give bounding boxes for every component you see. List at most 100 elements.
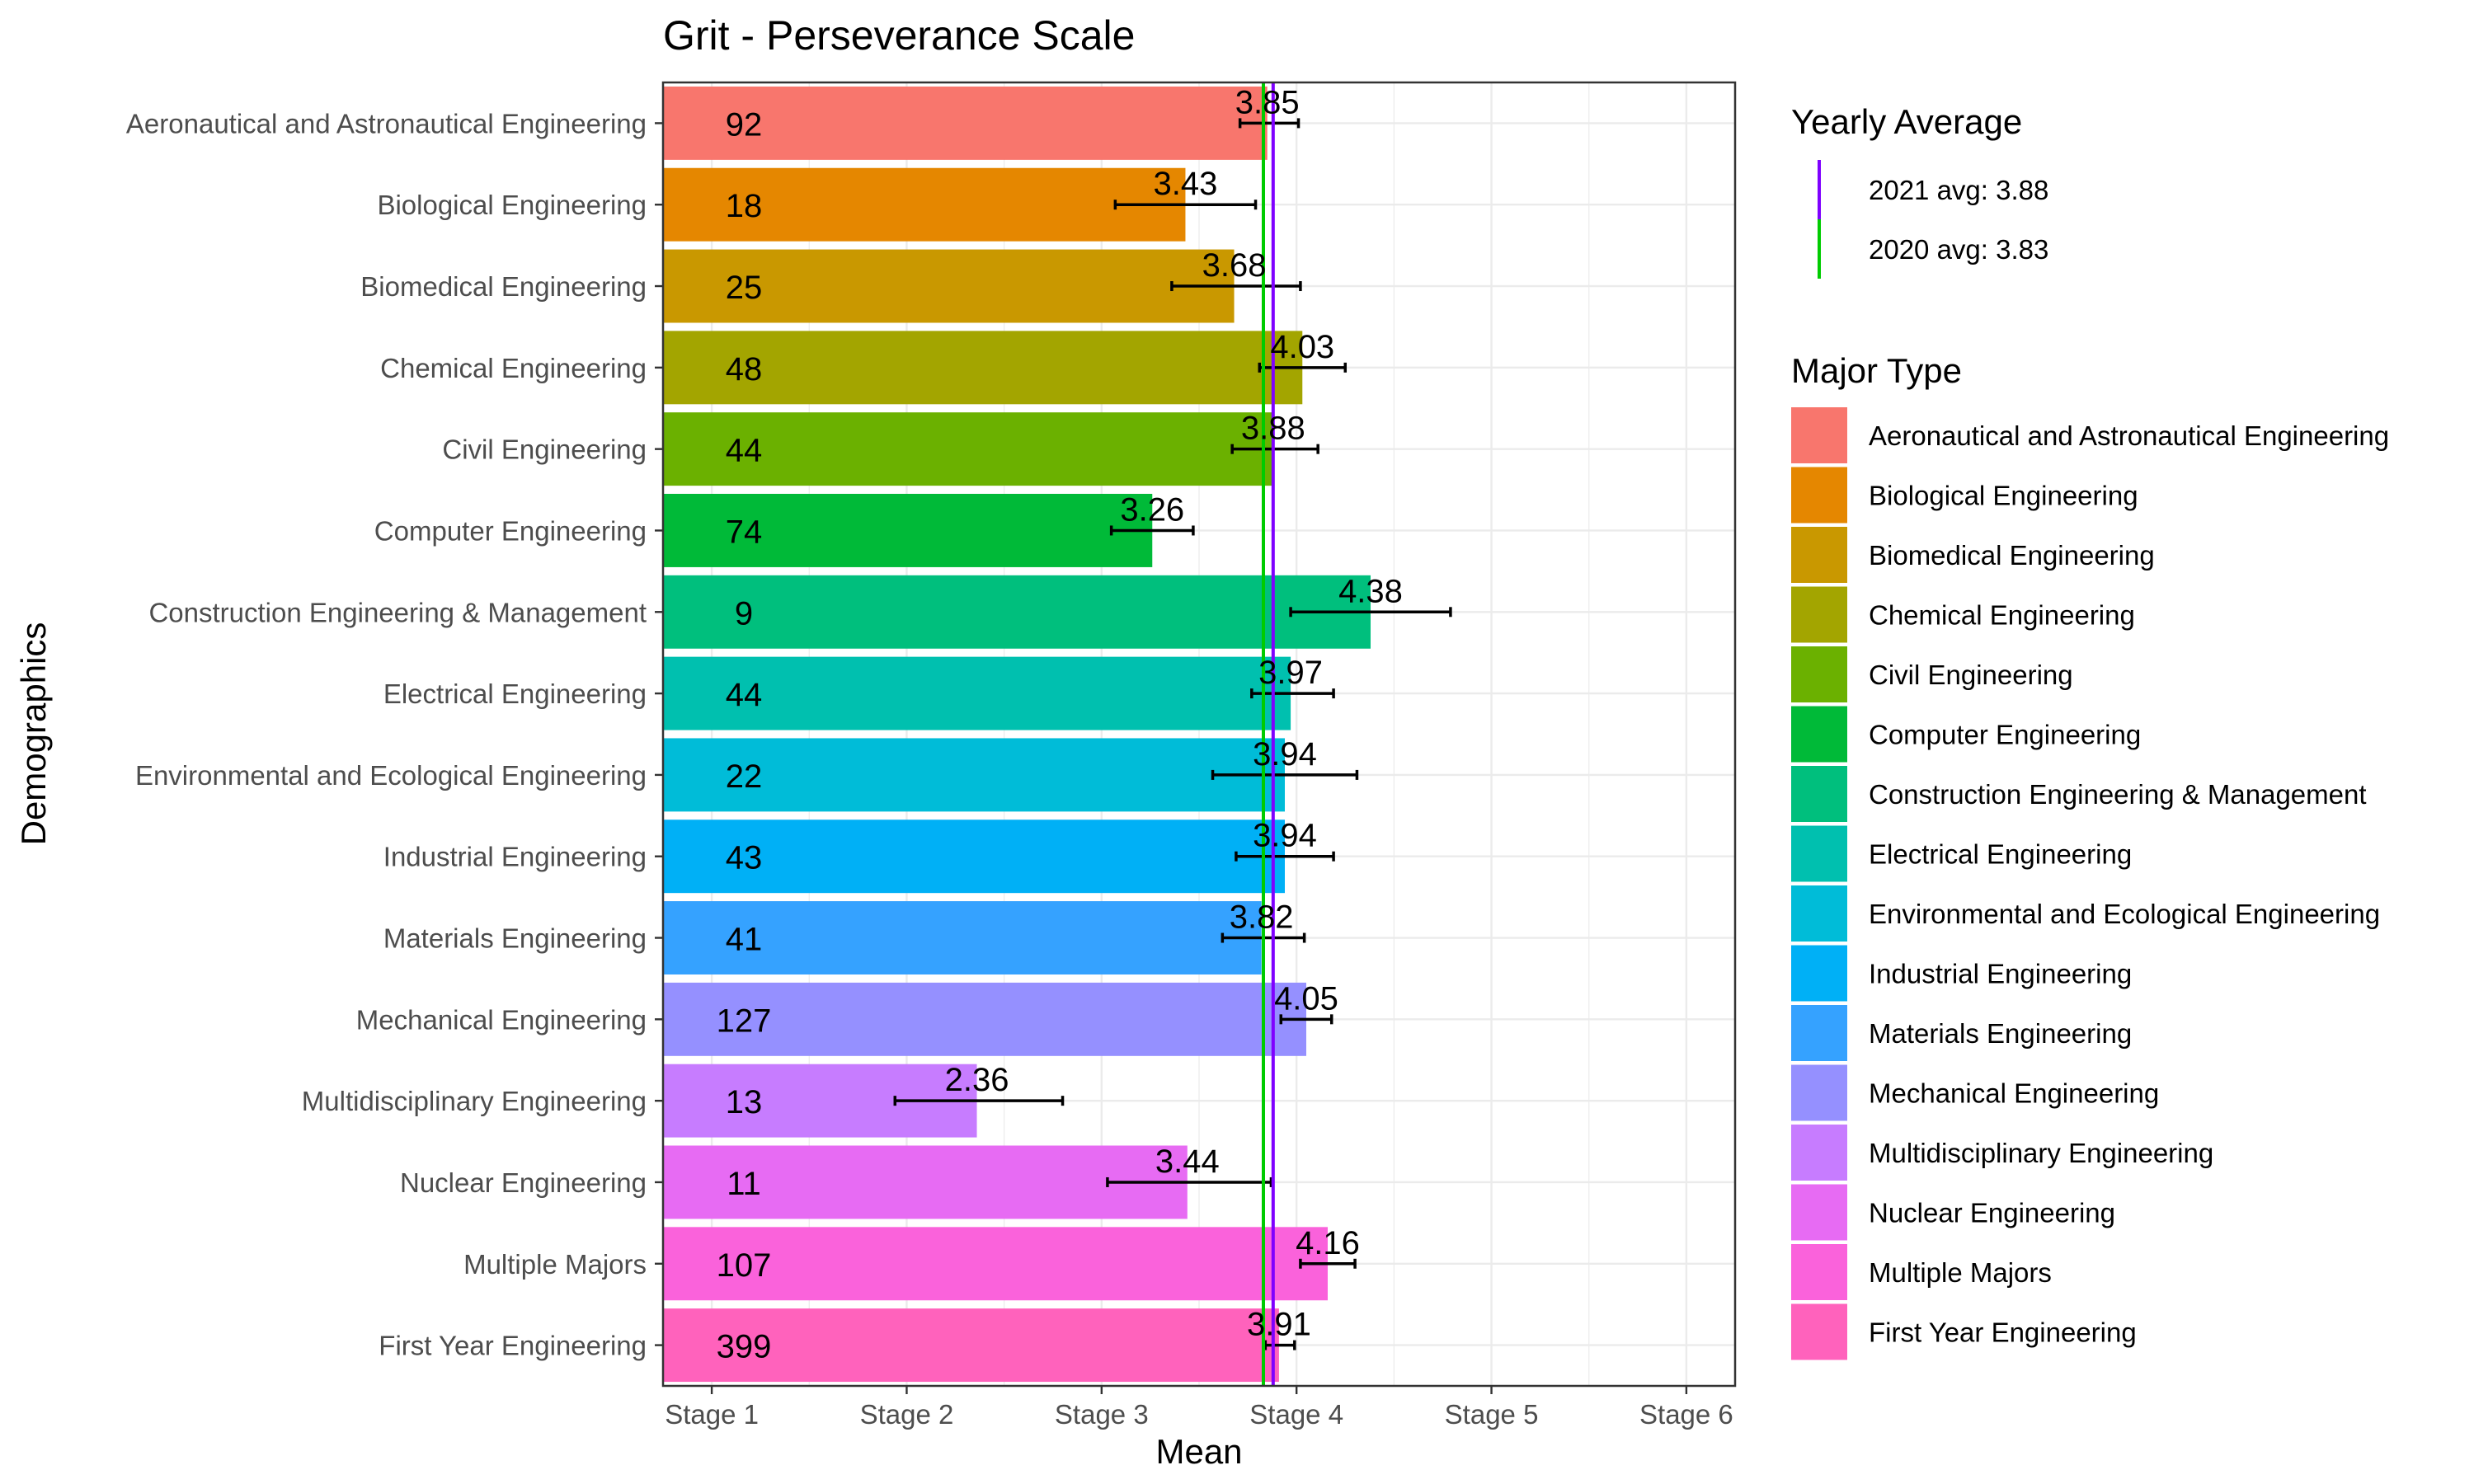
- bar-mean-label: 3.91: [1247, 1307, 1311, 1343]
- bar: [663, 331, 1303, 405]
- bar-labels: 92 3.85 18 3.43 25 3.68 48 4.03 44 3.88 74 3.26 9 4.3…: [717, 84, 1403, 1364]
- legend-fill-label: Chemical Engineering: [1869, 600, 2135, 631]
- bar: [663, 901, 1262, 974]
- legend-fill-label: Mechanical Engineering: [1869, 1078, 2159, 1109]
- x-tick-label: Stage 1: [665, 1399, 759, 1430]
- bar: [663, 738, 1285, 812]
- legend-ref-label: 2020 avg: 3.83: [1869, 234, 2048, 265]
- legend-fill-label: Industrial Engineering: [1869, 959, 2132, 989]
- bar-count-label: 44: [726, 677, 763, 713]
- legend-fill-label: Biomedical Engineering: [1869, 540, 2155, 571]
- bar-series: [663, 86, 1371, 1383]
- y-tick-label: Nuclear Engineering: [400, 1167, 647, 1198]
- bar-mean-label: 3.94: [1253, 818, 1317, 854]
- x-tick-label: Stage 2: [860, 1399, 954, 1430]
- legend-fill-key: [1791, 706, 1847, 763]
- bar-mean-label: 3.97: [1258, 655, 1323, 691]
- bar-count-label: 13: [726, 1084, 763, 1120]
- bar-mean-label: 3.94: [1253, 736, 1317, 773]
- legend-fill-label: Civil Engineering: [1869, 660, 2073, 690]
- legend-fill-key: [1791, 766, 1847, 822]
- bar: [663, 1145, 1188, 1219]
- bar-count-label: 9: [735, 595, 753, 632]
- bar-mean-label: 4.03: [1270, 329, 1334, 365]
- legend-fill-label: Multiple Majors: [1869, 1257, 2052, 1288]
- bar: [663, 86, 1268, 160]
- y-tick-label: First Year Engineering: [379, 1331, 647, 1361]
- bar: [663, 982, 1306, 1056]
- x-tick-label: Stage 3: [1055, 1399, 1149, 1430]
- x-tick-label: Stage 5: [1445, 1399, 1539, 1430]
- legend-fill-key: [1791, 467, 1847, 524]
- bar-mean-label: 3.82: [1230, 899, 1294, 936]
- legend-fill-key: [1791, 646, 1847, 702]
- legend-yearly-average-title: Yearly Average: [1791, 102, 2022, 141]
- bar-count-label: 74: [726, 514, 763, 550]
- bar-count-label: 41: [726, 922, 763, 958]
- bar-count-label: 11: [727, 1166, 761, 1202]
- bar-mean-label: 2.36: [945, 1062, 1009, 1098]
- bar-mean-label: 4.16: [1296, 1225, 1360, 1261]
- bar-mean-label: 3.26: [1120, 491, 1184, 528]
- legend-fill-label: First Year Engineering: [1869, 1317, 2137, 1348]
- legend-fill-key: [1791, 1244, 1847, 1300]
- legend-fill-label: Electrical Engineering: [1869, 839, 2132, 870]
- y-tick-label: Industrial Engineering: [383, 842, 647, 872]
- bar-count-label: 43: [726, 840, 763, 876]
- bar-count-label: 107: [717, 1247, 772, 1284]
- x-axis-label: Mean: [1155, 1432, 1242, 1471]
- bar-mean-label: 3.68: [1202, 247, 1267, 284]
- legend-fill-label: Construction Engineering & Management: [1869, 779, 2367, 810]
- legend-ref-label: 2021 avg: 3.88: [1869, 175, 2048, 205]
- x-tick-label: Stage 4: [1249, 1399, 1343, 1430]
- bar-count-label: 48: [726, 351, 763, 387]
- plot-border: [661, 81, 1737, 1388]
- legend-fill-label: Aeronautical and Astronautical Engineeri…: [1869, 420, 2389, 451]
- legend-fill-label: Environmental and Ecological Engineering: [1869, 899, 2380, 929]
- y-axis-label: Demographics: [14, 622, 53, 846]
- bar: [663, 1227, 1328, 1301]
- bar-mean-label: 3.88: [1241, 411, 1305, 447]
- y-tick-label: Multiple Majors: [463, 1249, 647, 1280]
- bar-count-label: 25: [726, 270, 763, 306]
- bar-count-label: 22: [726, 758, 763, 795]
- error-bars: [893, 118, 1452, 1350]
- legend-fill-key: [1791, 407, 1847, 463]
- bar: [663, 412, 1273, 486]
- bar: [663, 1308, 1279, 1383]
- bar: [663, 656, 1291, 730]
- y-tick-label: Computer Engineering: [374, 515, 647, 546]
- bar-count-label: 92: [726, 106, 763, 143]
- reference-lines: [1262, 82, 1275, 1386]
- bar-count-label: 127: [717, 1003, 772, 1039]
- y-tick-label: Biological Engineering: [377, 190, 647, 220]
- bar-count-label: 18: [726, 188, 763, 224]
- legend-fill-label: Multidisciplinary Engineering: [1869, 1138, 2213, 1168]
- legend-fill-label: Computer Engineering: [1869, 720, 2141, 750]
- legend-fill-key: [1791, 1064, 1847, 1121]
- bar-mean-label: 3.43: [1154, 166, 1218, 202]
- legend-fill-label: Nuclear Engineering: [1869, 1198, 2115, 1228]
- legend-yearly-average: Yearly Average 2021 avg: 3.88 2020 avg: 3…: [1791, 102, 2048, 279]
- legend-fill-key: [1791, 527, 1847, 583]
- y-tick-label: Electrical Engineering: [383, 679, 647, 709]
- legend-major-type: Major Type Aeronautical and Astronautica…: [1791, 351, 2389, 1360]
- bar: [663, 167, 1186, 242]
- y-tick-label: Multidisciplinary Engineering: [302, 1086, 647, 1116]
- legend-fill-key: [1791, 1184, 1847, 1241]
- bar: [663, 819, 1285, 894]
- bar-mean-label: 4.05: [1274, 980, 1338, 1017]
- legend-fill-key: [1791, 1303, 1847, 1360]
- y-tick-label: Construction Engineering & Management: [148, 597, 647, 627]
- bar-mean-label: 4.38: [1338, 573, 1403, 609]
- chart-title: Grit - Perseverance Scale: [663, 12, 1135, 59]
- y-tick-label: Aeronautical and Astronautical Engineeri…: [126, 108, 647, 139]
- legend-fill-key: [1791, 1005, 1847, 1061]
- legend-fill-label: Biological Engineering: [1869, 481, 2138, 511]
- legend-fill-key: [1791, 586, 1847, 643]
- bar: [663, 575, 1371, 649]
- bar-mean-label: 3.85: [1235, 84, 1300, 120]
- legend-fill-key: [1791, 825, 1847, 882]
- legend-fill-key: [1791, 1125, 1847, 1181]
